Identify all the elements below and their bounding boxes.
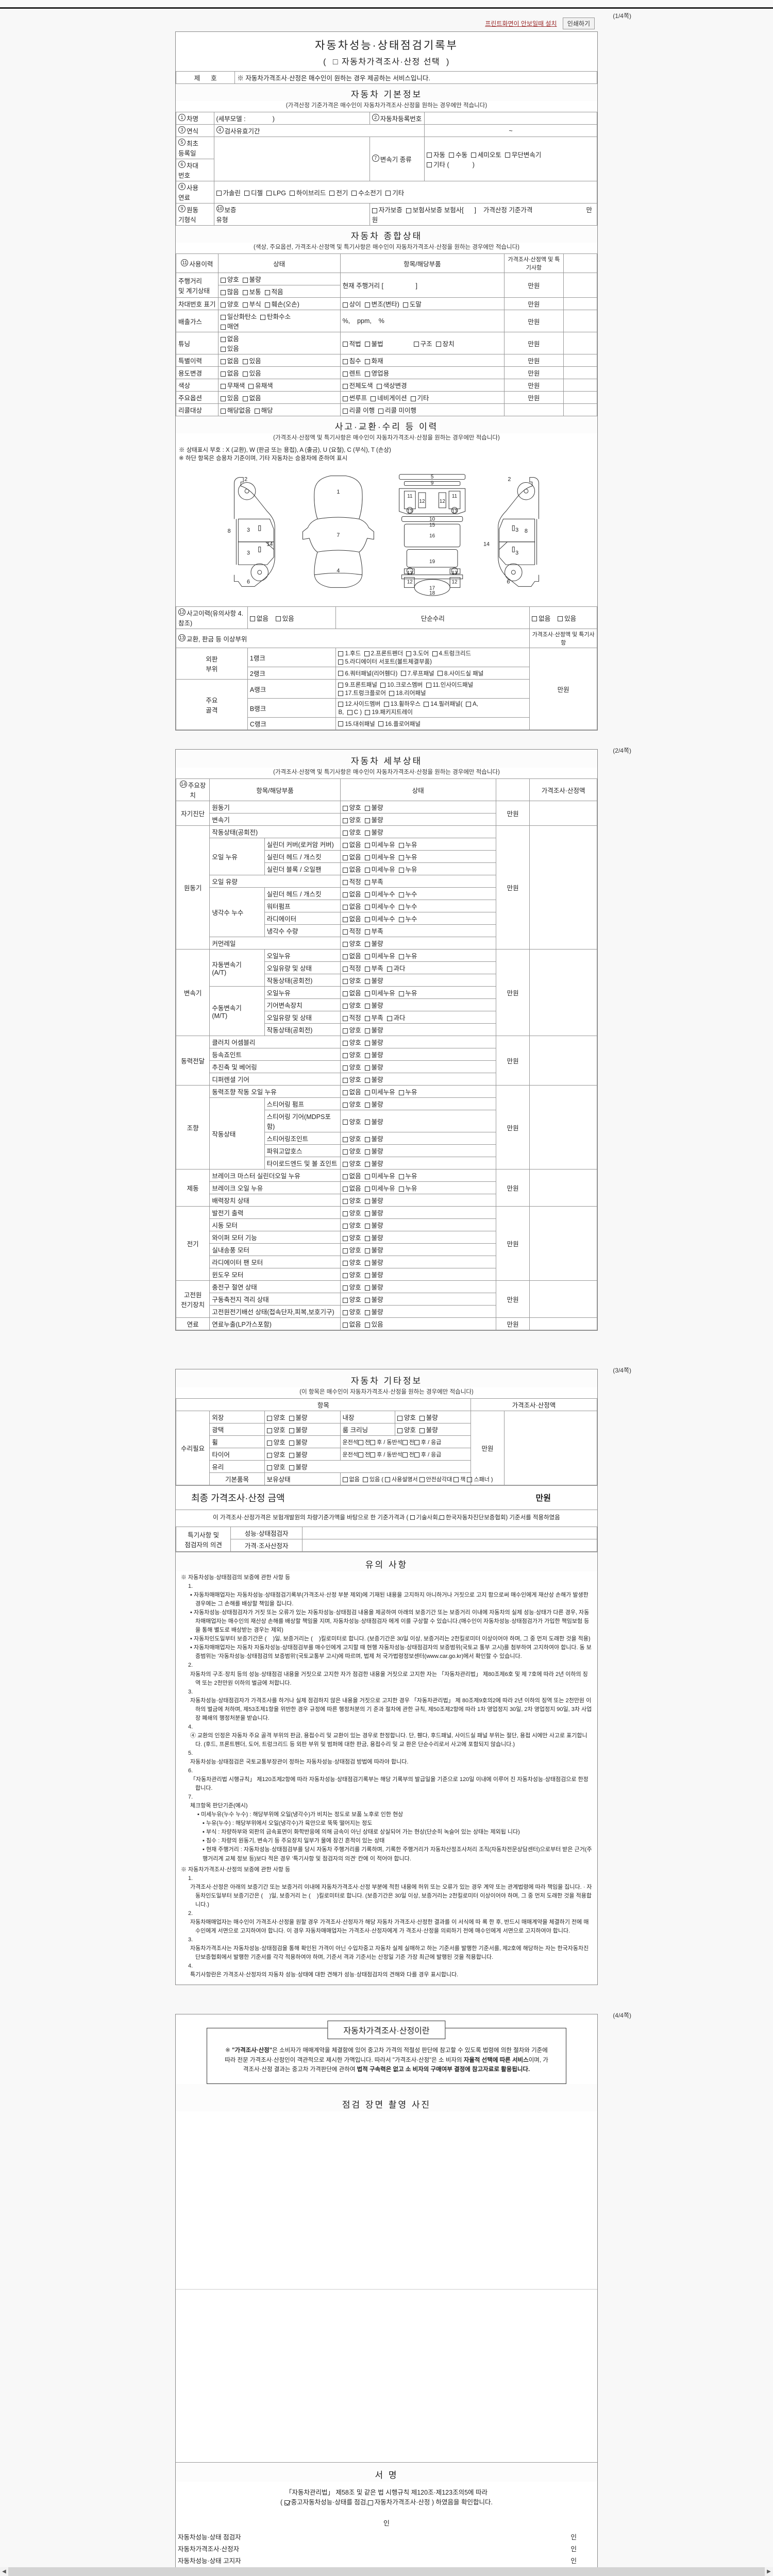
svg-text:5: 5 (431, 474, 434, 480)
svg-text:14: 14 (483, 541, 490, 548)
svg-text:12: 12 (407, 580, 413, 585)
svg-text:6: 6 (507, 579, 510, 585)
svg-text:6: 6 (247, 579, 250, 585)
svg-text:10: 10 (429, 516, 435, 522)
svg-text:13: 13 (407, 509, 413, 515)
svg-text:8: 8 (228, 528, 231, 534)
svg-text:16: 16 (429, 533, 435, 539)
svg-text:3: 3 (515, 527, 518, 533)
svg-text:12: 12 (452, 580, 458, 585)
svg-text:13: 13 (452, 509, 458, 515)
svg-text:3: 3 (247, 550, 250, 556)
svg-text:9: 9 (431, 480, 434, 486)
svg-text:18: 18 (429, 590, 435, 596)
svg-text:13: 13 (452, 570, 458, 576)
svg-text:14: 14 (266, 541, 273, 548)
svg-text:11: 11 (407, 494, 412, 499)
svg-text:7: 7 (337, 532, 340, 538)
svg-text:12: 12 (419, 499, 425, 504)
svg-text:1: 1 (337, 489, 340, 495)
svg-text:4: 4 (337, 568, 340, 574)
svg-text:3: 3 (515, 550, 518, 556)
svg-text:19: 19 (429, 559, 435, 565)
svg-text:13: 13 (407, 570, 413, 576)
svg-text:12: 12 (440, 499, 445, 504)
svg-text:3: 3 (247, 527, 250, 533)
svg-text:15: 15 (429, 522, 435, 528)
svg-text:8: 8 (525, 528, 528, 534)
svg-text:2: 2 (244, 477, 247, 483)
svg-text:11: 11 (452, 494, 457, 499)
svg-text:2: 2 (508, 477, 511, 483)
